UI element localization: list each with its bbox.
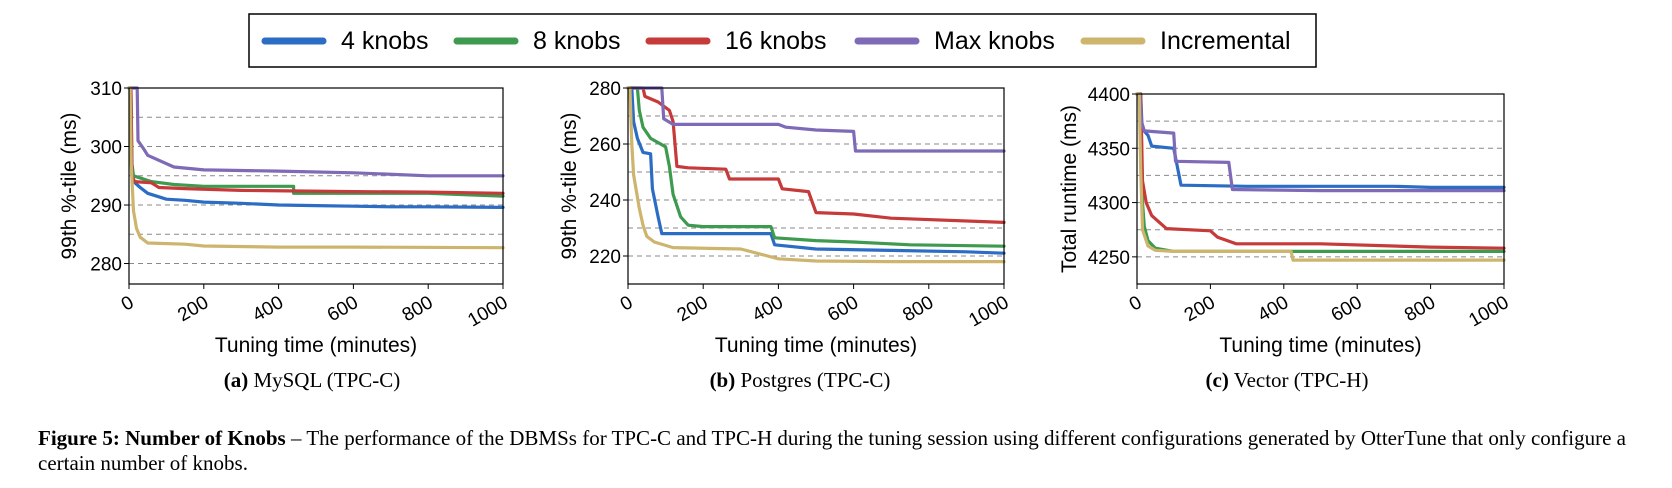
x-tick-label: 200: [674, 292, 712, 326]
series-line-max-knobs: [127, 86, 505, 178]
subcaption-letter: (a): [224, 368, 249, 392]
y-tick-label: 4300: [1088, 194, 1130, 215]
x-tick-label: 400: [1254, 292, 1292, 326]
x-tick-label: 600: [1328, 292, 1366, 326]
x-tick-label: 1000: [965, 292, 1012, 331]
x-tick-label: 0: [1126, 292, 1146, 315]
legend-label-1: 4 knobs: [341, 27, 429, 55]
series-line-4-knobs: [626, 86, 1006, 255]
y-axis-label: 99th %-tile (ms): [558, 112, 581, 259]
legend-label-5: Incremental: [1160, 27, 1291, 55]
y-axis-label: 99th %-tile (ms): [58, 112, 81, 259]
series-line-8-knobs: [1135, 92, 1506, 253]
series-line-8-knobs: [626, 86, 1006, 248]
x-tick-label: 800: [899, 292, 937, 326]
series-line-16-knobs: [626, 86, 1006, 224]
plot-frame: [627, 87, 1005, 285]
series-line-max-knobs: [626, 86, 1006, 153]
x-axis-label: Tuning time (minutes): [215, 334, 417, 357]
plot-frame: [128, 87, 504, 285]
subcaption-text: Vector (TPC-H): [1229, 368, 1369, 392]
legend-label-3: 16 knobs: [725, 27, 826, 55]
y-tick-label: 310: [90, 79, 122, 100]
legend-label-2: 8 knobs: [533, 27, 621, 55]
x-tick-label: 200: [174, 292, 212, 326]
y-tick-label: 260: [589, 135, 621, 156]
series-line-4-knobs: [1135, 92, 1506, 189]
series-line-16-knobs: [127, 86, 505, 195]
subcaption-text: MySQL (TPC-C): [248, 368, 400, 392]
y-tick-label: 280: [90, 255, 122, 276]
y-tick-label: 300: [90, 138, 122, 159]
x-tick-label: 800: [399, 292, 437, 326]
chart-mysql: 280 290 300 310 0 200 400 600 800 1000 Tuning time…: [58, 79, 512, 392]
y-axis-label: Total runtime (ms): [1058, 105, 1081, 273]
subcaption-letter: (c): [1206, 368, 1229, 392]
series-line-incremental: [626, 86, 1006, 264]
y-tick-label: 4250: [1088, 248, 1130, 269]
subcaption: (c) Vector (TPC-H): [1206, 368, 1369, 392]
x-tick-label: 1000: [464, 292, 511, 331]
series-line-incremental: [127, 86, 505, 250]
x-tick-label: 400: [249, 292, 287, 326]
x-axis-label: Tuning time (minutes): [1219, 334, 1421, 357]
subcaption: (b) Postgres (TPC-C): [710, 368, 891, 392]
x-tick-label: 1000: [1465, 292, 1512, 331]
subcaption-text: Postgres (TPC-C): [735, 368, 890, 392]
series-line-max-knobs: [1135, 92, 1506, 193]
legend-label-4: Max knobs: [934, 27, 1055, 55]
legend: 4 knobs 8 knobs 16 knobs Max knobs Increment…: [248, 13, 1317, 68]
plot-frame: [1136, 93, 1505, 285]
y-tick-label: 4400: [1088, 85, 1130, 106]
caption-label: Figure 5: Number of Knobs: [38, 426, 286, 450]
y-tick-label: 4350: [1088, 139, 1130, 160]
series-line-8-knobs: [127, 86, 505, 198]
figure-caption: Figure 5: Number of Knobs – The performa…: [38, 426, 1658, 476]
x-tick-label: 800: [1401, 292, 1439, 326]
x-axis-label: Tuning time (minutes): [715, 334, 917, 357]
chart-vector: 4250 4300 4350 4400 0 200 400 600 800 1000 Tuning …: [1058, 85, 1513, 392]
x-tick-label: 0: [118, 292, 138, 315]
series-line-16-knobs: [1135, 92, 1506, 250]
x-tick-label: 600: [824, 292, 862, 326]
y-tick-label: 220: [589, 247, 621, 268]
y-tick-label: 280: [589, 79, 621, 100]
series-line-incremental: [1135, 92, 1506, 262]
caption-text: – The performance of the DBMSs for TPC-C…: [38, 426, 1627, 475]
y-tick-label: 290: [90, 196, 122, 217]
x-tick-label: 200: [1181, 292, 1219, 326]
x-tick-label: 400: [749, 292, 787, 326]
x-tick-label: 600: [324, 292, 362, 326]
y-tick-label: 240: [589, 191, 621, 212]
x-tick-label: 0: [617, 292, 637, 315]
subcaption: (a) MySQL (TPC-C): [224, 368, 401, 392]
subcaption-letter: (b): [710, 368, 736, 392]
chart-postgres: 220 240 260 280 0 200 400 600 800 1000 Tuning time…: [558, 79, 1013, 392]
